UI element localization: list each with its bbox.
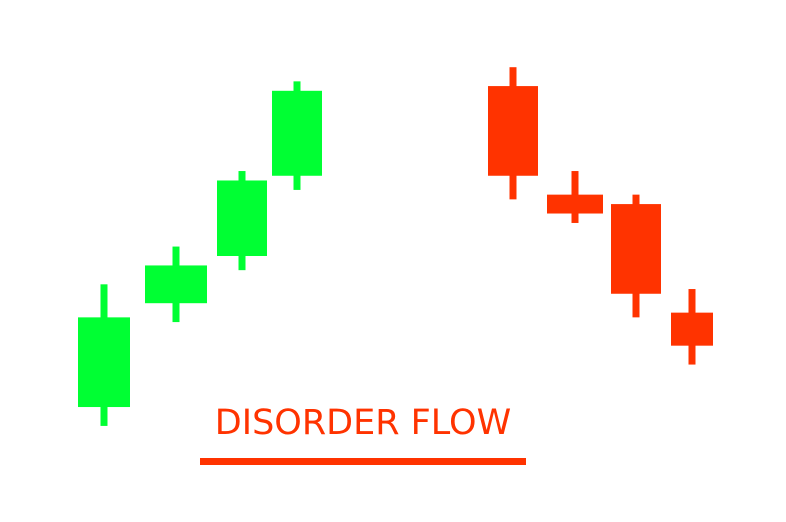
candle-6-body bbox=[547, 194, 603, 214]
candle-8-body bbox=[671, 312, 713, 346]
candle-1-body bbox=[78, 317, 130, 408]
caption-title: DISORDER FLOW bbox=[214, 403, 512, 443]
caption-underline bbox=[200, 458, 526, 465]
candle-3-body bbox=[217, 180, 267, 256]
candle-2-body bbox=[145, 265, 207, 304]
candle-4-body bbox=[272, 90, 322, 176]
candle-7-body bbox=[611, 204, 661, 294]
candle-5-body bbox=[488, 86, 538, 176]
